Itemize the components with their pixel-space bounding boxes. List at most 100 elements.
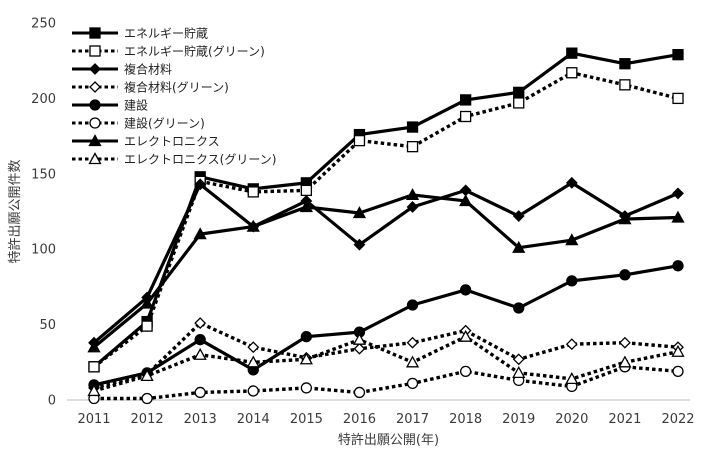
legend-marker [88,134,102,147]
data-point [141,392,153,405]
data-point [565,233,579,246]
series-2 [88,176,684,349]
data-point [459,365,472,377]
legend-marker [89,27,101,39]
data-point [459,94,472,106]
x-tick-label: 2012 [131,412,164,427]
data-point [247,186,259,198]
y-tick-label: 100 [31,243,56,258]
data-point [672,49,684,61]
legend-entry: 建設(グリーン) [72,116,205,131]
data-point [300,382,313,394]
data-point [193,347,207,360]
y-tick-label: 150 [31,167,56,182]
data-point [566,67,578,79]
data-point [352,206,367,219]
y-tick-label: 50 [39,318,56,333]
data-point [459,194,473,207]
legend-marker [89,45,101,57]
y-tick-labels: 0 50 100 150 200 250 [31,17,56,409]
data-point [672,92,684,105]
series-line [92,193,679,349]
data-point [566,275,578,287]
legend-label: エレクトロニクス [124,135,220,149]
data-point [672,365,684,377]
data-point [353,342,366,355]
x-tick-label: 2022 [661,412,694,427]
legend-entry: エネルギー貯蔵 [72,27,208,41]
data-point [194,334,206,346]
series-line [94,365,679,401]
data-point [459,110,472,123]
x-tick-label: 2013 [184,412,217,427]
series-3 [88,317,684,394]
data-point [140,296,154,309]
data-point [87,340,101,353]
x-tick-label: 2018 [449,412,482,427]
series-7 [87,329,685,397]
data-point [406,121,419,133]
data-point [459,284,472,296]
data-point [618,355,632,368]
legend-label: 複合材料(グリーン) [124,80,229,95]
data-point [618,212,632,225]
data-point [619,269,631,281]
legend-label: 複合材料 [124,62,172,77]
x-tick-label: 2019 [502,412,535,427]
data-point [247,341,260,354]
data-point [299,352,313,365]
data-point [406,141,419,153]
data-point [406,201,419,213]
data-point [247,385,259,397]
data-point [513,86,525,99]
data-point [512,353,525,366]
data-point [87,384,101,397]
x-tick-label: 2020 [555,412,588,427]
data-point [353,238,366,251]
legend-label: エレクトロニクス(グリーン) [124,153,276,167]
legend-label: エネルギー貯蔵 [124,27,208,41]
data-point [512,240,526,253]
series-line [93,264,679,387]
data-point [194,386,206,399]
series-0 [88,47,684,373]
data-point [194,317,207,330]
data-point [352,332,367,345]
x-tick-label: 2017 [396,412,429,427]
data-point [459,184,472,197]
y-axis-title: 特許出願公開件数 [8,159,23,263]
y-tick-label: 250 [31,17,56,32]
data-point [140,369,154,382]
series-4 [88,260,684,391]
data-point [671,210,685,223]
legend-entry: 複合材料(グリーン) [72,80,229,95]
data-point [513,97,525,109]
data-point [565,176,578,189]
data-point [300,331,313,343]
legend-label: 建設 [124,98,148,113]
data-point [88,361,100,373]
data-point [300,184,313,197]
data-point [246,219,260,232]
data-point [353,386,366,399]
data-point [353,134,366,147]
legend-entry: 複合材料 [72,62,172,77]
series-line [92,181,679,344]
x-axis-title: 特許出願公開(年) [338,433,439,448]
data-point [618,336,631,349]
x-tick-label: 2011 [77,412,110,427]
legend-marker [88,152,102,165]
series-1 [88,67,684,373]
legend-label: エネルギー貯蔵(グリーン) [124,45,265,59]
data-point [193,227,207,240]
series-layer [87,47,685,405]
legend-marker [89,81,101,93]
legend-entry: エレクトロニクス [72,134,220,149]
data-point [565,372,579,385]
data-point [671,344,685,357]
legend-entry: エレクトロニクス(グリーン) [72,152,276,167]
data-point [405,355,420,368]
data-point [406,299,419,311]
